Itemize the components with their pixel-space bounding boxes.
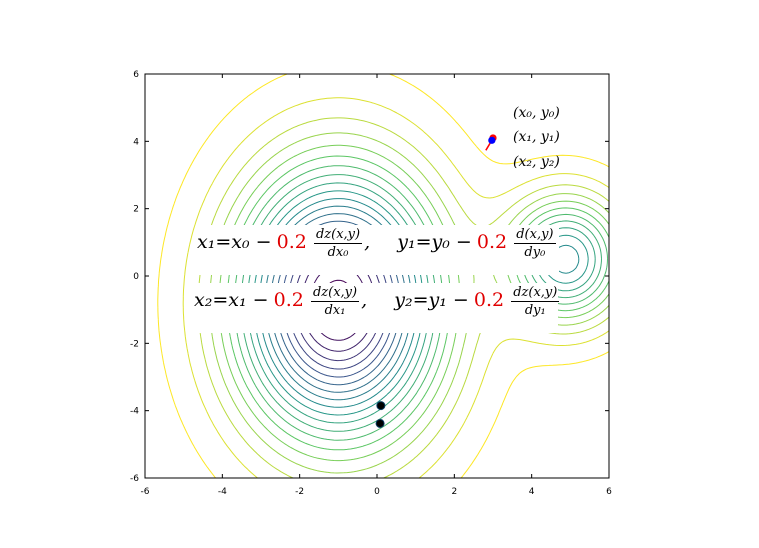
y-tick-label: -4 — [130, 407, 139, 417]
x-tick-label: 4 — [529, 487, 535, 497]
y-tick-label: 4 — [133, 137, 139, 147]
label-p2: (x₂, y₂) — [513, 154, 560, 170]
eq1-y-rate: 0.2 — [476, 231, 508, 253]
eq1-x-lhs: x₁=x₀ − — [197, 231, 272, 253]
eq1-y-numerator: d(x,y) — [514, 227, 556, 244]
equation-row-2: x₂=x₁ − 0.2 dz(x,y) dx₁ , y₂=y₁ − 0.2 dz… — [194, 283, 560, 333]
eq2-y-lhs: y₂=y₁ − — [394, 289, 469, 311]
y-tick-label: -6 — [130, 474, 139, 484]
point-markers — [375, 134, 497, 428]
y-tick-labels: 6 4 2 0 -2 -4 -6 — [130, 70, 139, 484]
eq1-y-denominator: dy₀ — [524, 245, 546, 260]
x-tick-label: -2 — [295, 487, 304, 497]
axis-ticks — [144, 73, 610, 479]
eq1-y-lhs: y₁=y₀ − — [397, 231, 472, 253]
y-tick-label: -2 — [130, 339, 139, 349]
contour-level-19 — [157, 74, 609, 478]
eq1-comma: , — [364, 231, 371, 253]
eq2-x-numerator: dz(x,y) — [310, 285, 360, 302]
eq2-x-denominator: dx₁ — [324, 303, 346, 318]
eq2-comma: , — [361, 289, 368, 311]
equation-row-1: x₁=x₀ − 0.2 dz(x,y) dx₀ , y₁=y₀ − 0.2 d(… — [197, 225, 559, 275]
x-tick-label: -6 — [141, 487, 150, 497]
x-tick-label: -4 — [218, 487, 227, 497]
eq2-y-denominator: dy₁ — [524, 303, 546, 318]
point-top-1 — [488, 136, 496, 144]
eq2-x-rate: 0.2 — [273, 289, 304, 311]
y-tick-label: 6 — [133, 70, 139, 80]
y-tick-label: 2 — [133, 205, 139, 215]
x-tick-label: 2 — [451, 487, 457, 497]
eq2-y-rate: 0.2 — [473, 289, 505, 311]
eq1-x-rate: 0.2 — [276, 231, 307, 253]
eq1-y-fraction: d(x,y) dy₀ — [514, 227, 556, 260]
label-p1: (x₁, y₁) — [513, 129, 560, 145]
eq2-y-numerator: dz(x,y) — [511, 285, 560, 302]
point-bottom-0 — [376, 401, 386, 411]
eq2-x-fraction: dz(x,y) dx₁ — [310, 285, 360, 318]
y-tick-label: 0 — [133, 272, 139, 282]
x-tick-labels: -6 -4 -2 0 2 4 6 — [141, 487, 613, 497]
eq1-x-denominator: dx₀ — [327, 245, 349, 260]
contour-level-18 — [182, 97, 609, 478]
eq2-x-lhs: x₂=x₁ − — [194, 289, 269, 311]
x-tick-label: 6 — [606, 487, 612, 497]
eq2-y-fraction: dz(x,y) dy₁ — [511, 285, 560, 318]
eq1-x-numerator: dz(x,y) — [313, 227, 363, 244]
x-tick-label: 0 — [374, 487, 380, 497]
point-bottom-1 — [375, 418, 385, 428]
label-p0: (x₀, y₀) — [513, 105, 560, 121]
eq1-x-fraction: dz(x,y) dx₀ — [313, 227, 363, 260]
